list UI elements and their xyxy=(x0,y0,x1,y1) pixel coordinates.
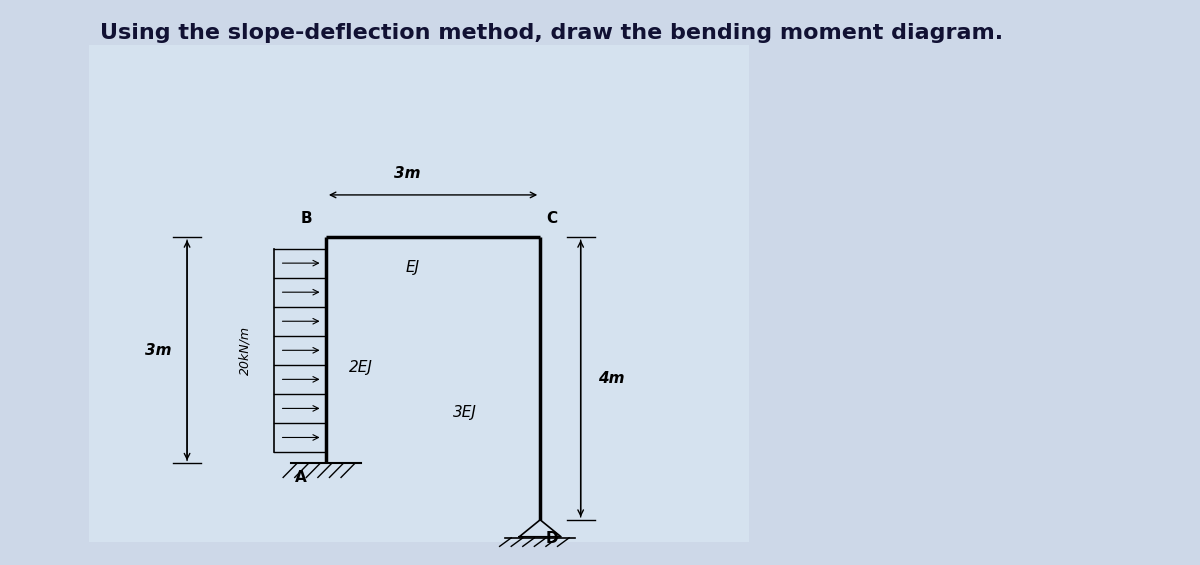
Text: 20kN/m: 20kN/m xyxy=(239,326,252,375)
Text: B: B xyxy=(300,211,312,226)
Text: 3m: 3m xyxy=(145,343,172,358)
Text: EJ: EJ xyxy=(406,260,420,275)
Text: D: D xyxy=(546,531,558,546)
Text: C: C xyxy=(546,211,557,226)
Text: 3m: 3m xyxy=(394,166,420,181)
Text: Using the slope-deflection method, draw the bending moment diagram.: Using the slope-deflection method, draw … xyxy=(100,23,1003,42)
Text: 4m: 4m xyxy=(598,371,624,386)
Text: 2EJ: 2EJ xyxy=(349,360,373,375)
FancyBboxPatch shape xyxy=(89,45,749,542)
Text: 3EJ: 3EJ xyxy=(454,405,478,420)
Text: A: A xyxy=(294,470,306,485)
